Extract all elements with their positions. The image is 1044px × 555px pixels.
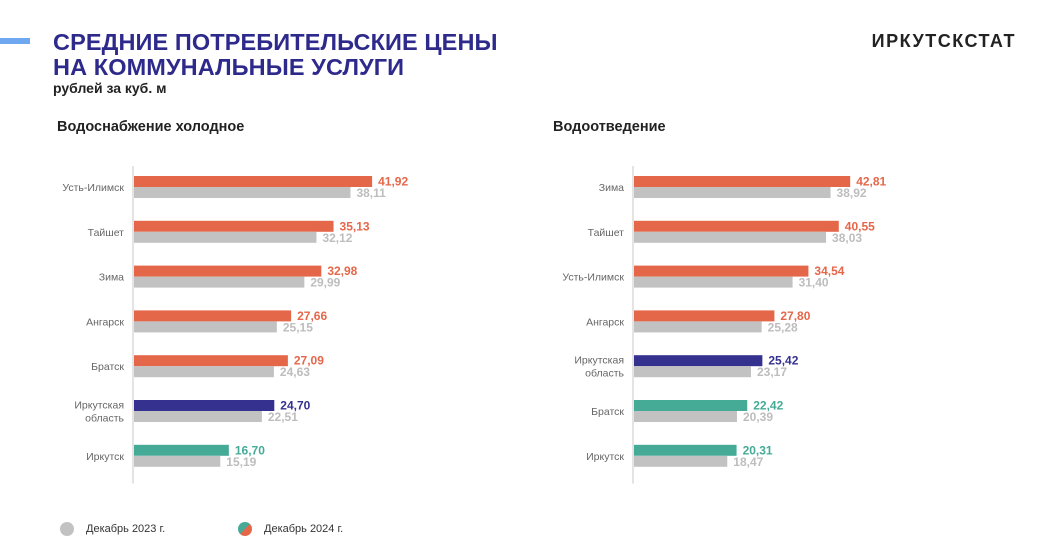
data-label-2024: 42,81	[856, 175, 886, 189]
bar-2024	[634, 265, 809, 277]
bar-2023	[134, 455, 221, 467]
bar-2023	[134, 411, 262, 422]
data-label-2023: 32,12	[322, 231, 352, 245]
bar-2024	[134, 310, 292, 322]
data-label-2023: 38,92	[837, 186, 867, 200]
bar-2023	[134, 321, 277, 333]
legend-item-2023: Декабрь 2023 г.	[60, 522, 165, 536]
bar-2023	[634, 321, 762, 333]
bar-2024	[134, 355, 288, 367]
bar-2023	[634, 231, 827, 243]
page-title-line-2: НА КОММУНАЛЬНЫЕ УСЛУГИ	[53, 54, 405, 80]
legend-marker-gray-icon	[60, 522, 74, 536]
data-label-2023: 38,03	[832, 231, 862, 245]
data-label-2023: 25,28	[768, 320, 798, 334]
legend-label: Декабрь 2023 г.	[86, 523, 166, 535]
category-label: Тайшет	[88, 227, 125, 239]
category-label: Иркутская область	[74, 400, 124, 425]
data-label-2024: 41,92	[378, 175, 408, 189]
brand-logo: ИРКУТСКСТАТ	[871, 31, 1016, 51]
category-label: Зима	[599, 182, 624, 194]
page-title-line-1: СРЕДНИЕ ПОТРЕБИТЕЛЬСКИЕ ЦЕНЫ	[53, 29, 498, 55]
data-label-2024: 16,70	[235, 443, 265, 457]
bar-2023	[634, 411, 737, 422]
bar-2023	[134, 231, 317, 243]
data-label-2023: 38,11	[356, 186, 386, 200]
bar-2024	[134, 265, 322, 277]
legend-item-2024: Декабрь 2024 г.	[238, 522, 343, 536]
data-label-2023: 15,19	[226, 455, 256, 469]
data-label-2023: 25,15	[283, 320, 313, 334]
bar-2023	[634, 187, 831, 198]
category-label: Иркутск	[86, 451, 124, 463]
category-label: Тайшет	[588, 227, 625, 239]
data-label-2024: 40,55	[845, 219, 875, 233]
category-label: Иркутская область	[574, 355, 624, 380]
category-label: Зима	[99, 272, 124, 284]
data-label-2024: 35,13	[340, 219, 370, 233]
bar-2024	[134, 400, 275, 411]
data-label-2024: 25,42	[768, 354, 798, 368]
bar-2024	[634, 220, 839, 232]
category-label: Усть-Илимск	[562, 272, 624, 284]
data-label-2023: 20,39	[743, 410, 773, 424]
data-label-2024: 34,54	[814, 264, 844, 278]
chart-title-cold-water: Водоснабжение холодное	[57, 119, 245, 135]
bar-2023	[134, 187, 351, 198]
legend-label: Декабрь 2024 г.	[264, 523, 344, 535]
category-label: Иркутск	[586, 451, 624, 463]
bar-2023	[634, 366, 752, 378]
bar-2024	[134, 176, 373, 187]
accent-bar	[0, 38, 30, 44]
legend-marker-split-icon	[238, 522, 252, 536]
bar-2024	[634, 444, 737, 456]
bar-2023	[634, 276, 793, 288]
data-label-2023: 22,51	[268, 410, 298, 424]
data-label-2024: 20,31	[743, 443, 773, 457]
data-label-2023: 31,40	[799, 276, 829, 290]
bar-2024	[634, 400, 748, 411]
bar-2024	[134, 444, 229, 456]
category-label: Усть-Илимск	[62, 182, 124, 194]
data-label-2024: 22,42	[753, 399, 783, 413]
category-label: Братск	[91, 361, 124, 373]
data-label-2024: 32,98	[327, 264, 357, 278]
category-label: Ангарск	[86, 316, 124, 328]
chart-title-sewerage: Водоотведение	[553, 119, 666, 135]
bar-2024	[634, 310, 775, 322]
bar-2023	[634, 455, 728, 467]
category-label: Ангарск	[586, 316, 624, 328]
page-title: СРЕДНИЕ ПОТРЕБИТЕЛЬСКИЕ ЦЕНЫ НА КОММУНАЛ…	[53, 30, 498, 80]
data-label-2023: 18,47	[733, 455, 763, 469]
data-label-2023: 24,63	[280, 365, 310, 379]
data-label-2024: 24,70	[280, 399, 310, 413]
bar-2023	[134, 276, 305, 288]
page-subtitle: рублей за куб. м	[53, 80, 167, 96]
data-label-2023: 23,17	[757, 365, 787, 379]
bar-2024	[634, 355, 763, 367]
data-label-2024: 27,09	[294, 354, 324, 368]
bar-2024	[134, 220, 334, 232]
data-label-2023: 29,99	[310, 276, 340, 290]
category-label: Братск	[591, 406, 624, 418]
data-label-2024: 27,80	[780, 309, 810, 323]
data-label-2024: 27,66	[297, 309, 327, 323]
bar-2024	[634, 176, 851, 187]
bar-2023	[134, 366, 274, 378]
